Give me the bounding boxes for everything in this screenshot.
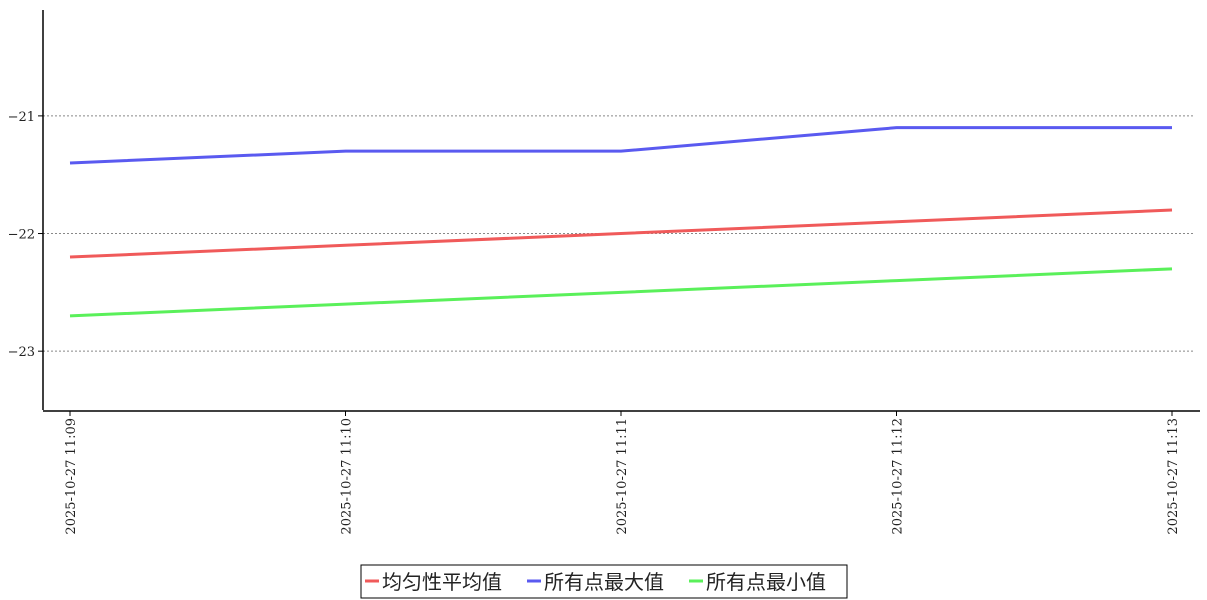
legend-label: 所有点最小值 <box>706 570 826 594</box>
x-tick-label: 2025-10-27 11:13 <box>1166 418 1181 535</box>
y-tick-label: −21 <box>8 110 35 125</box>
legend-box <box>360 564 848 599</box>
series-line-1 <box>69 126 1172 165</box>
x-tick-label: 2025-10-27 11:09 <box>64 418 79 535</box>
y-tick-label: −23 <box>8 345 35 360</box>
x-tick-label: 2025-10-27 11:12 <box>891 418 906 535</box>
series-line-2 <box>69 267 1173 318</box>
series-line-0 <box>69 208 1173 259</box>
legend-label: 均匀性平均值 <box>382 570 502 594</box>
y-tick-label: −22 <box>8 228 35 243</box>
legend-label: 所有点最大值 <box>544 570 664 594</box>
legend: 均匀性平均值 所有点最大值 所有点最小值 <box>360 564 848 599</box>
x-tick-label: 2025-10-27 11:10 <box>340 418 355 535</box>
x-tick-label: 2025-10-27 11:11 <box>615 418 630 535</box>
